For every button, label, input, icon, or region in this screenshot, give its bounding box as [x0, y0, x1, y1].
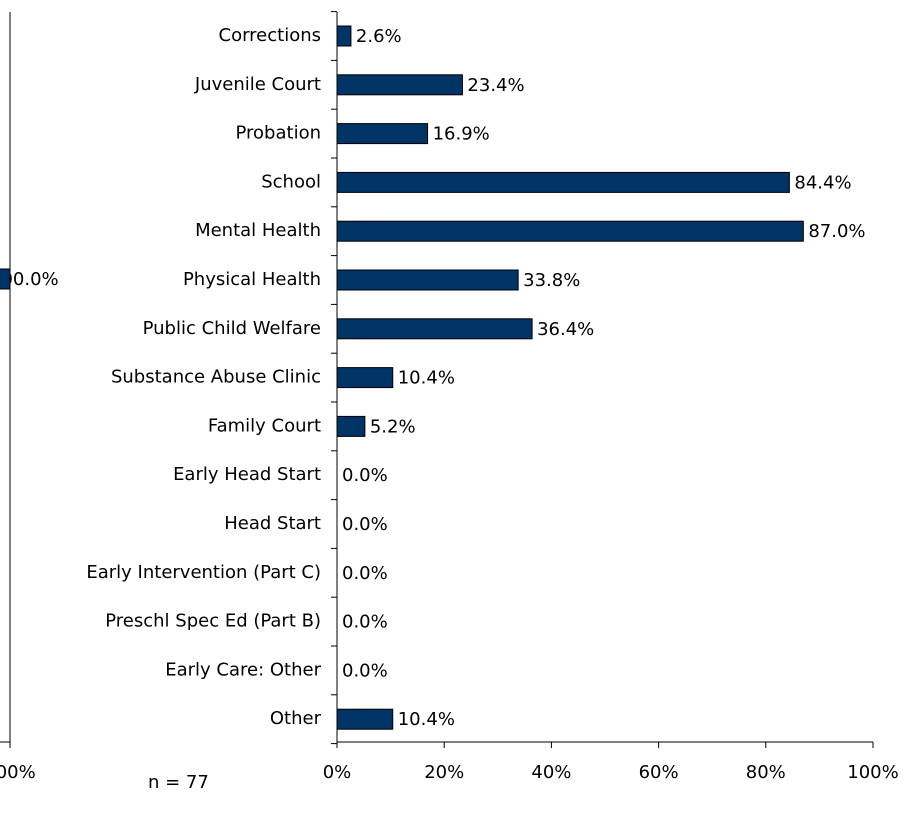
value-label: 0.0%: [342, 514, 388, 535]
annotation: n = 77: [148, 772, 209, 793]
y-tick-label: Early Head Start: [173, 464, 321, 485]
x-tick-label: 60%: [639, 762, 679, 783]
y-tick-label: Mental Health: [195, 220, 321, 241]
y-tick-label: Public Child Welfare: [143, 318, 321, 339]
bar: [336, 220, 804, 242]
value-label: 36.4%: [537, 319, 594, 340]
value-label: 23.4%: [467, 75, 524, 96]
value-label: 0.0%: [342, 612, 388, 633]
bar: [336, 708, 394, 730]
bar: [336, 74, 463, 96]
y-tick-label: Preschl Spec Ed (Part B): [105, 611, 321, 632]
value-label: 0.0%: [342, 660, 388, 681]
y-tick-label: School: [261, 171, 321, 192]
value-label: 2.6%: [356, 26, 402, 47]
bar: [336, 171, 790, 193]
y-tick-label: Head Start: [224, 513, 321, 534]
bar: [336, 367, 394, 389]
y-tick-label: Corrections: [219, 25, 322, 46]
y-tick-label: Early Care: Other: [165, 659, 321, 680]
bar: [336, 123, 429, 145]
y-tick-label: Probation: [236, 123, 322, 144]
x-tick-label: 100%: [847, 762, 898, 783]
x-tick-label: 40%: [531, 762, 571, 783]
x-tick-label: 20%: [424, 762, 464, 783]
value-label: 87.0%: [808, 221, 865, 242]
y-tick-label: Physical Health: [183, 269, 321, 290]
value-label: 0.0%: [342, 465, 388, 486]
value-label: 33.8%: [523, 270, 580, 291]
value-label: 10.4%: [398, 709, 455, 730]
x-tick-label: 80%: [746, 762, 786, 783]
bar: [336, 318, 533, 340]
value-label: 10.4%: [398, 368, 455, 389]
x-tick-label: 100%: [0, 762, 36, 783]
bar: [336, 25, 352, 47]
bar: [0, 268, 11, 290]
value-label: 84.4%: [794, 172, 851, 193]
value-label: 0.0%: [342, 563, 388, 584]
value-label: 16.9%: [433, 124, 490, 145]
value-label: 100.0%: [0, 269, 59, 290]
y-tick-label: Family Court: [208, 415, 321, 436]
x-tick-label: 0%: [323, 762, 352, 783]
y-tick-label: Juvenile Court: [194, 74, 321, 95]
bar: [336, 415, 366, 437]
bar: [336, 269, 519, 291]
y-tick-label: Other: [270, 708, 322, 729]
value-label: 5.2%: [370, 416, 416, 437]
y-tick-label: Early Intervention (Part C): [86, 562, 321, 583]
y-tick-label: Substance Abuse Clinic: [111, 367, 321, 388]
